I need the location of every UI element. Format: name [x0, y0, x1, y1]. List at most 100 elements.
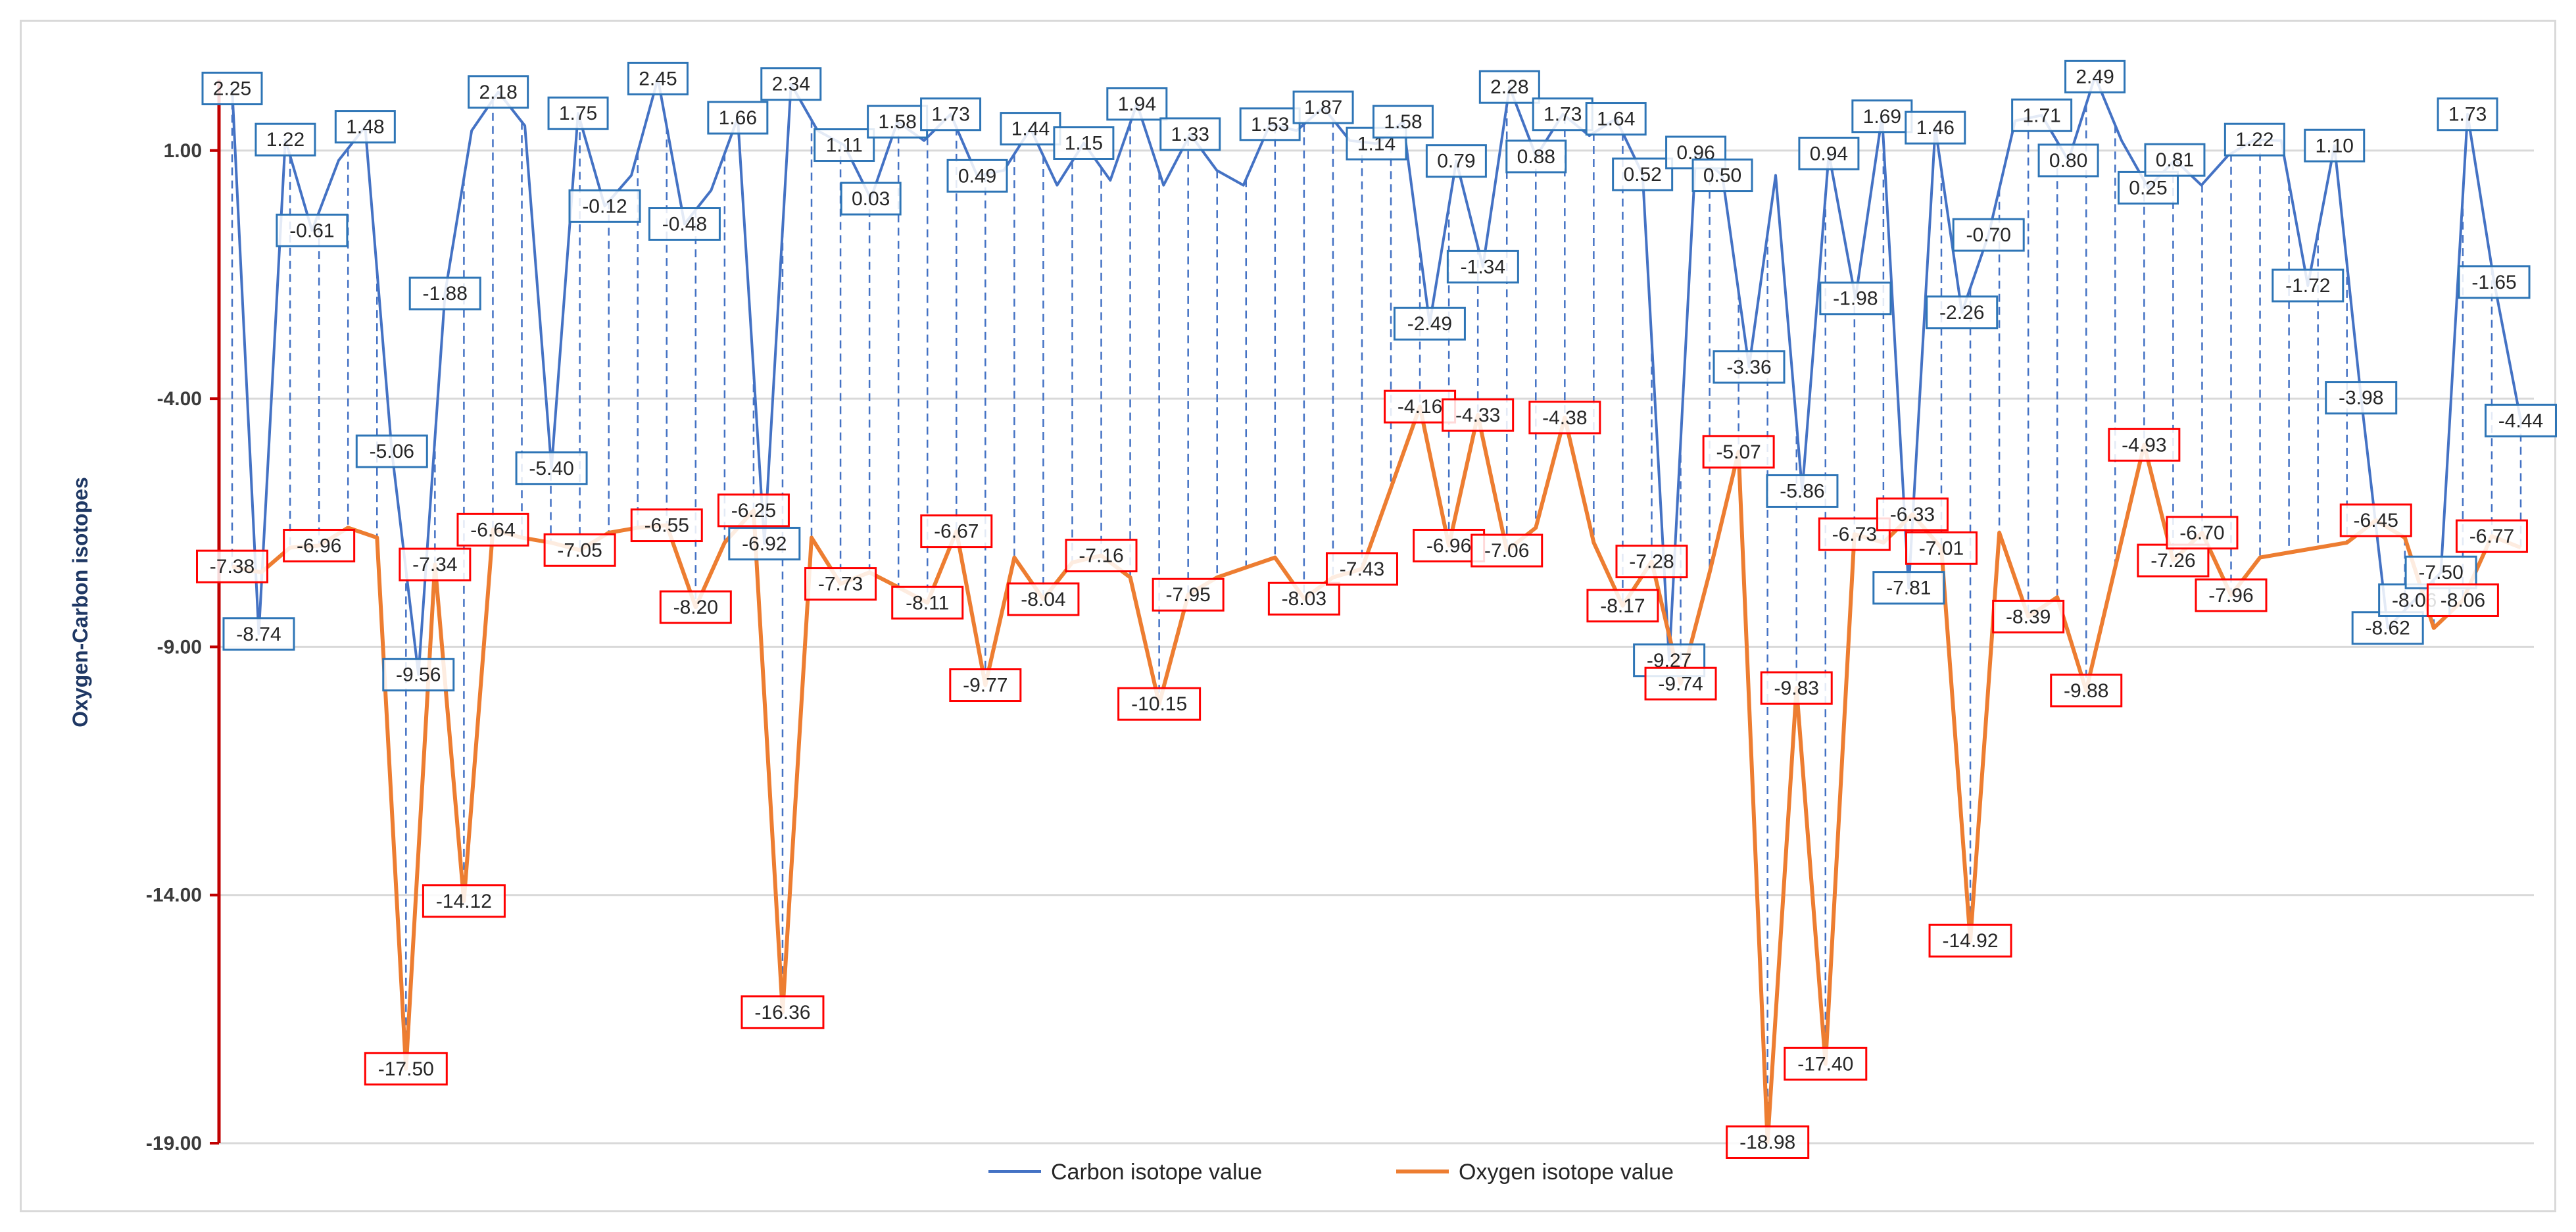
data-label-box	[1528, 401, 1601, 435]
data-label-text: -1.65	[2471, 272, 2516, 293]
data-label-box	[2304, 128, 2366, 162]
data-label-text: 1.73	[931, 104, 969, 126]
data-label-oxygen: -6.33	[1876, 497, 1949, 531]
data-label-box	[1159, 117, 1221, 151]
data-label-box	[1325, 552, 1398, 586]
data-label-carbon: 1.94	[1106, 87, 1168, 121]
data-label-box	[2166, 516, 2239, 550]
data-label-carbon: 1.10	[2304, 128, 2366, 162]
data-label-carbon: -4.44	[2485, 403, 2557, 437]
chart-frame: 1.00 -4.00 -9.00 -14.00 -19.00 2.25 -8.74 1.22…	[20, 20, 2557, 1212]
chart-svg: 1.00 -4.00 -9.00 -14.00 -19.00 2.25 -8.74 1.22…	[68, 59, 2557, 1185]
data-label-text: 1.73	[2448, 104, 2487, 126]
data-label-box	[814, 128, 875, 162]
data-label-text: 1.53	[1251, 114, 1289, 136]
data-label-box	[741, 995, 825, 1029]
data-label-carbon: -7.81	[1872, 571, 1945, 605]
data-label-box	[1152, 578, 1225, 612]
data-label-text: 2.25	[213, 78, 251, 100]
data-label-oxygen: -6.77	[2455, 519, 2528, 553]
series-line-oxygen	[231, 405, 2522, 1145]
data-label-box	[920, 97, 982, 132]
data-label-text: -5.07	[1716, 441, 1761, 463]
data-label-box	[840, 182, 902, 216]
data-label-box	[1726, 1125, 1810, 1159]
data-label-box	[1442, 398, 1515, 432]
data-label-box	[1267, 581, 1340, 616]
data-label-box	[2195, 578, 2268, 612]
data-label-oxygen: -16.36	[741, 995, 825, 1029]
data-label-carbon: 2.18	[468, 75, 529, 109]
data-label-carbon: -1.88	[408, 276, 481, 310]
data-label-carbon: 1.48	[334, 110, 396, 144]
data-label-text: -7.05	[557, 539, 602, 561]
data-label-text: -9.74	[1658, 673, 1703, 695]
data-label-box	[1851, 99, 1913, 134]
data-label-oxygen: -6.64	[456, 512, 529, 547]
data-label-oxygen: -8.39	[1992, 599, 2065, 633]
data-label-text: -7.81	[1886, 578, 1931, 599]
data-label-box	[1876, 497, 1949, 531]
data-label-box	[543, 533, 616, 567]
data-label-carbon: 1.87	[1292, 90, 1354, 124]
data-label-text: -7.34	[412, 554, 457, 576]
data-label-carbon: -1.72	[2272, 268, 2345, 303]
data-label-oxygen: -6.55	[630, 508, 703, 543]
data-label-carbon: -6.92	[728, 526, 801, 560]
data-label-box	[946, 159, 1008, 193]
data-label-box	[1393, 307, 1466, 341]
data-label-oxygen: -6.96	[283, 528, 356, 562]
data-label-oxygen: -10.15	[1117, 687, 1202, 721]
data-label-oxygen: -17.50	[364, 1052, 448, 1086]
data-label-text: 2.28	[1490, 76, 1528, 98]
data-label-carbon: 1.69	[1851, 99, 1913, 134]
data-label-text: -3.98	[2339, 387, 2383, 409]
data-label-oxygen: -9.88	[2050, 674, 2123, 708]
data-label-carbon: 1.44	[1000, 112, 1061, 146]
data-label-box	[399, 547, 472, 581]
data-label-oxygen: -6.25	[717, 493, 790, 528]
data-label-text: -2.26	[1939, 302, 1984, 324]
data-label-box	[222, 617, 295, 651]
data-label-text: 0.49	[958, 165, 996, 187]
data-label-text: 1.94	[1118, 93, 1156, 115]
data-label-carbon: 0.49	[946, 159, 1008, 193]
data-label-carbon: 1.73	[2437, 97, 2498, 132]
data-label-text: 0.94	[1810, 143, 1848, 164]
data-label-text: 1.69	[1863, 106, 1901, 128]
data-label-text: -4.38	[1542, 407, 1587, 429]
data-label-carbon: 1.53	[1239, 107, 1301, 141]
data-label-carbon: 1.75	[547, 96, 609, 130]
data-label-box	[196, 549, 268, 583]
data-label-oxygen: -7.05	[543, 533, 616, 567]
data-label-box	[1615, 545, 1688, 579]
data-label-carbon: -9.56	[382, 658, 455, 692]
data-label-text: -6.64	[470, 519, 515, 541]
data-label-carbon: 2.45	[627, 61, 689, 95]
data-label-box	[1702, 435, 1775, 469]
data-label-box	[468, 75, 529, 109]
data-label-text: -5.06	[370, 441, 414, 462]
data-label-carbon: -1.65	[2458, 265, 2531, 299]
data-label-box	[568, 189, 641, 223]
data-label-box	[2144, 143, 2206, 177]
data-label-box	[659, 590, 732, 624]
data-label-oxygen: -9.83	[1760, 671, 1833, 705]
data-label-oxygen: -7.01	[1905, 531, 1978, 565]
data-label-text: -18.98	[1739, 1131, 1795, 1153]
data-label-text: -4.93	[2122, 434, 2166, 456]
y-tick-label: 1.00	[164, 140, 202, 162]
data-label-box	[1872, 571, 1945, 605]
data-label-text: -6.70	[2179, 522, 2224, 544]
data-label-box	[2455, 519, 2528, 553]
data-label-oxygen: -7.26	[2137, 543, 2210, 578]
data-label-text: -6.96	[1426, 535, 1471, 556]
data-label-oxygen: -7.73	[804, 567, 877, 601]
data-label-text: 0.52	[1623, 164, 1661, 185]
legend: Carbon isotope value Oxygen isotope valu…	[988, 1160, 1674, 1185]
data-label-text: -6.33	[1890, 504, 1935, 526]
data-label-box	[1000, 112, 1061, 146]
data-label-oxygen: -7.16	[1065, 539, 1138, 573]
data-label-box	[547, 96, 609, 130]
data-label-text: -2.49	[1407, 313, 1452, 335]
